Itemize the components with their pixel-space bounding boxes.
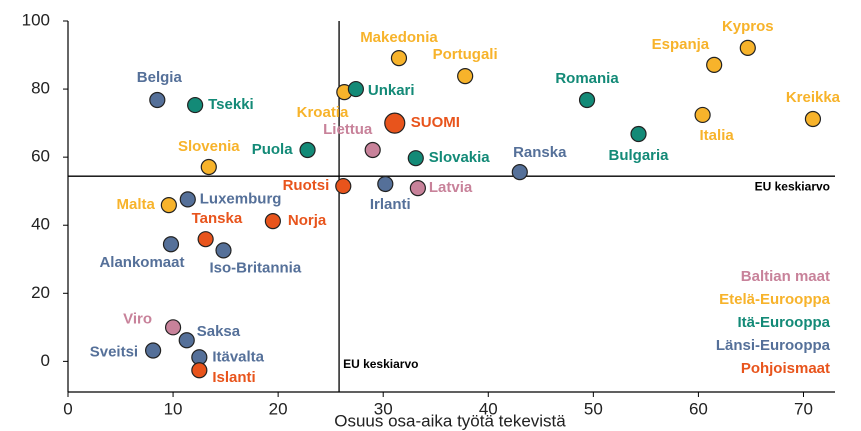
point-label: Kroatia	[297, 104, 349, 121]
point	[511, 164, 528, 181]
legend-entry: Itä-Eurooppa	[738, 314, 831, 331]
y-tick-label: 20	[31, 283, 50, 302]
point	[264, 213, 281, 230]
point-label: Kypros	[722, 18, 774, 35]
x-tick-label: 50	[584, 399, 603, 418]
point	[191, 362, 208, 379]
point	[364, 141, 381, 159]
point	[739, 39, 756, 56]
point	[145, 342, 162, 359]
point	[215, 242, 232, 259]
point	[694, 106, 711, 124]
point-label: Slovenia	[178, 138, 240, 155]
point-label: Irlanti	[370, 196, 411, 213]
point-label: Iso-Britannia	[210, 259, 302, 276]
point-label: Sveitsi	[90, 343, 138, 360]
point	[160, 197, 177, 214]
point-label: Saksa	[197, 323, 241, 340]
point	[377, 175, 394, 193]
y-tick-label: 100	[22, 10, 50, 29]
point	[200, 158, 217, 176]
x-tick-label: 60	[689, 399, 708, 418]
point	[409, 180, 426, 197]
point	[407, 150, 424, 167]
y-tick-label: 0	[41, 351, 50, 370]
legend-entry: Baltian maat	[741, 268, 830, 285]
point	[457, 68, 474, 85]
x-tick-label: 20	[269, 399, 288, 418]
y-tick-label: 80	[31, 79, 50, 98]
point	[299, 141, 316, 159]
point-label: Viro	[123, 310, 152, 327]
point	[384, 112, 406, 134]
point	[197, 231, 214, 248]
point-label: Unkari	[368, 82, 415, 99]
point	[390, 49, 408, 67]
reference-label: EU keskiarvo	[343, 357, 418, 371]
point	[164, 319, 182, 336]
point-label: Luxemburg	[200, 190, 282, 207]
point	[804, 110, 822, 128]
point-label: Romania	[555, 70, 619, 87]
point-label: Itävalta	[212, 348, 264, 365]
point-label: Islanti	[212, 369, 255, 386]
point-label: Slovakia	[429, 149, 491, 166]
point-label: Liettua	[323, 121, 373, 138]
point	[578, 91, 596, 109]
point	[149, 91, 166, 109]
x-axis-label: Osuus osa-aika työtä tekevistä	[334, 411, 566, 430]
x-tick-label: 10	[164, 399, 183, 418]
x-tick-label: 0	[63, 399, 72, 418]
point-label: Bulgaria	[609, 147, 670, 164]
point-label: Alankomaat	[99, 254, 184, 271]
y-tick-label: 40	[31, 215, 50, 234]
legend-entry: Etelä-Eurooppa	[719, 291, 831, 308]
point-label: Kreikka	[786, 89, 841, 106]
reference-label: EU keskiarvo	[755, 179, 830, 193]
point-label: Portugali	[433, 46, 498, 63]
point-label: Latvia	[429, 179, 473, 196]
point	[630, 125, 647, 143]
point	[187, 96, 204, 114]
x-tick-label: 30	[374, 399, 393, 418]
point	[178, 332, 195, 349]
x-tick-label: 70	[794, 399, 813, 418]
point	[347, 80, 364, 98]
legend-entry: Pohjoismaat	[741, 360, 830, 377]
point-label: Tanska	[192, 210, 243, 227]
point	[706, 56, 723, 74]
point-label: Espanja	[652, 36, 710, 53]
point-label: Makedonia	[360, 29, 438, 46]
y-tick-label: 60	[31, 147, 50, 166]
legend-entry: Länsi-Eurooppa	[716, 337, 831, 354]
point-label: Tsekki	[208, 96, 254, 113]
point-label: Puola	[252, 141, 293, 158]
point-label: Norja	[288, 212, 327, 229]
point-label: Belgia	[137, 69, 183, 86]
point	[335, 177, 352, 195]
point-label: Malta	[117, 196, 156, 213]
point	[179, 191, 196, 208]
x-tick-label: 40	[479, 399, 498, 418]
point-label: Italia	[700, 127, 735, 144]
point-label: Ruotsi	[283, 177, 330, 194]
point-label: Ranska	[513, 144, 567, 161]
point	[162, 236, 180, 253]
point-label: SUOMI	[411, 114, 460, 131]
